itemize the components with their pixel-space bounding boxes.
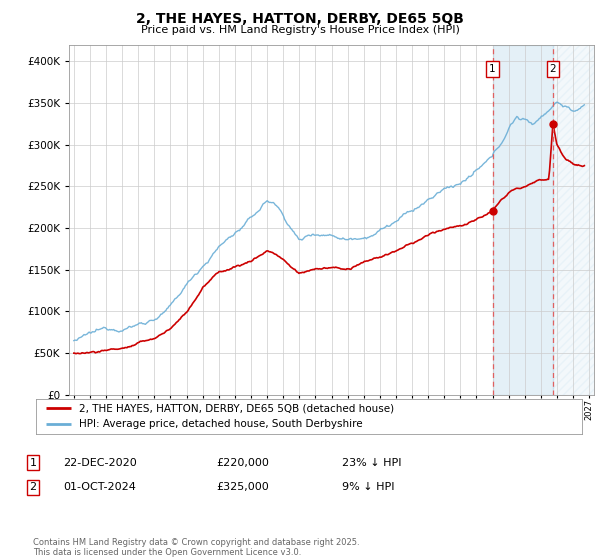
Text: 1: 1 [29, 458, 37, 468]
Text: HPI: Average price, detached house, South Derbyshire: HPI: Average price, detached house, Sout… [79, 419, 362, 430]
Text: 2: 2 [29, 482, 37, 492]
Text: 2, THE HAYES, HATTON, DERBY, DE65 5QB (detached house): 2, THE HAYES, HATTON, DERBY, DE65 5QB (d… [79, 403, 394, 413]
Text: 2, THE HAYES, HATTON, DERBY, DE65 5QB: 2, THE HAYES, HATTON, DERBY, DE65 5QB [136, 12, 464, 26]
Text: 1: 1 [489, 64, 496, 74]
Text: Price paid vs. HM Land Registry's House Price Index (HPI): Price paid vs. HM Land Registry's House … [140, 25, 460, 35]
Text: 22-DEC-2020: 22-DEC-2020 [63, 458, 137, 468]
Text: £220,000: £220,000 [216, 458, 269, 468]
Bar [493, 45, 553, 395]
Text: 2: 2 [550, 64, 556, 74]
Text: Contains HM Land Registry data © Crown copyright and database right 2025.
This d: Contains HM Land Registry data © Crown c… [33, 538, 359, 557]
Text: £325,000: £325,000 [216, 482, 269, 492]
Bar [553, 45, 600, 395]
Text: 01-OCT-2024: 01-OCT-2024 [63, 482, 136, 492]
Text: 23% ↓ HPI: 23% ↓ HPI [342, 458, 401, 468]
Text: 9% ↓ HPI: 9% ↓ HPI [342, 482, 395, 492]
